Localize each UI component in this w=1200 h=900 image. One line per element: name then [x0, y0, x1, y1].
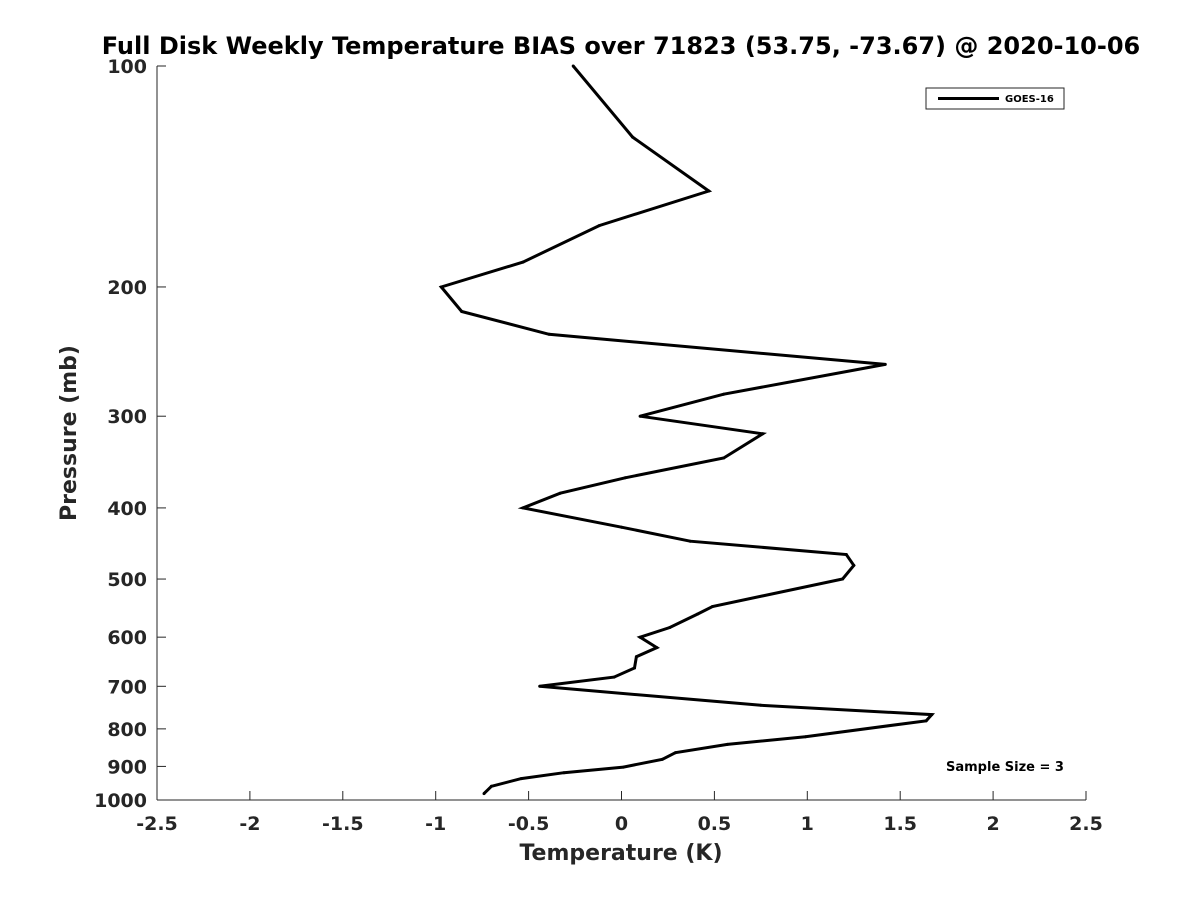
y-tick-label: 400 [107, 498, 147, 520]
data-point [558, 491, 562, 495]
data-point [668, 626, 672, 629]
data-point [621, 765, 625, 769]
data-point [460, 310, 464, 313]
x-tick-label: -2.5 [136, 813, 178, 835]
data-point [521, 260, 525, 264]
y-tick-label: 600 [107, 627, 147, 649]
data-point [725, 742, 729, 746]
x-tick-label: -2 [239, 813, 260, 835]
data-point [620, 525, 623, 529]
data-point [722, 456, 726, 460]
x-axis-ticks: -2.5 -2 -1.5 -1 -0.5 0 0.5 1 1.5 2 2.5 [136, 791, 1103, 835]
data-point [547, 332, 551, 336]
x-tick-label: 1.5 [883, 813, 917, 835]
data-point [623, 476, 627, 480]
x-tick-label: -1.5 [322, 813, 364, 835]
data-point [660, 757, 664, 761]
x-tick-label: 0 [615, 813, 628, 835]
data-point [924, 719, 928, 723]
data-point [489, 784, 493, 788]
y-tick-label: 1000 [94, 790, 147, 812]
data-point [638, 635, 642, 639]
y-tick-label: 800 [107, 719, 147, 741]
data-point [634, 655, 638, 659]
data-point [803, 735, 807, 739]
x-tick-label: 0.5 [698, 813, 732, 835]
data-point [482, 792, 486, 796]
data-point [930, 713, 934, 717]
data-point [538, 684, 542, 688]
data-point [711, 605, 714, 608]
y-tick-label: 100 [107, 56, 147, 78]
x-tick-label: -1 [425, 813, 446, 835]
y-tick-label: 300 [107, 406, 147, 428]
x-tick-label: 2 [986, 813, 999, 835]
data-point [631, 135, 635, 139]
data-point [673, 751, 677, 755]
data-point [841, 577, 845, 581]
data-point [761, 432, 765, 436]
y-tick-label: 500 [107, 569, 147, 591]
x-tick-label: -0.5 [508, 813, 550, 835]
y-tick-label: 900 [107, 756, 147, 778]
chart-title: Full Disk Weekly Temperature BIAS over 7… [102, 32, 1141, 60]
y-tick-label: 200 [107, 277, 147, 299]
legend: GOES-16 [925, 87, 1065, 110]
data-point [633, 666, 636, 670]
data-point [688, 539, 692, 543]
data-point [571, 64, 575, 68]
data-point [707, 189, 711, 193]
data-point [759, 703, 763, 707]
series-layer [438, 64, 936, 796]
data-point [519, 777, 523, 781]
sample-size-annotation: Sample Size = 3 [946, 760, 1064, 775]
y-axis-label: Pressure (mb) [57, 345, 82, 521]
data-point [597, 224, 601, 228]
data-point [852, 563, 856, 567]
data-point [883, 362, 887, 366]
x-axis-label: Temperature (K) [519, 841, 722, 866]
data-point [844, 553, 848, 556]
data-point [562, 771, 566, 775]
legend-label-goes-16: GOES-16 [1005, 94, 1054, 105]
x-tick-label: 2.5 [1069, 813, 1103, 835]
series-line-goes-16 [438, 65, 936, 795]
y-tick-label: 700 [107, 676, 147, 698]
data-point [696, 612, 700, 616]
x-tick-label: 1 [801, 813, 814, 835]
data-point [521, 506, 525, 510]
data-point [722, 392, 726, 396]
data-point [655, 646, 659, 650]
data-point [638, 414, 642, 418]
y-axis-ticks: 100 200 300 400 500 600 700 800 900 1000 [94, 56, 166, 812]
data-point [612, 675, 616, 679]
data-point [439, 285, 443, 289]
